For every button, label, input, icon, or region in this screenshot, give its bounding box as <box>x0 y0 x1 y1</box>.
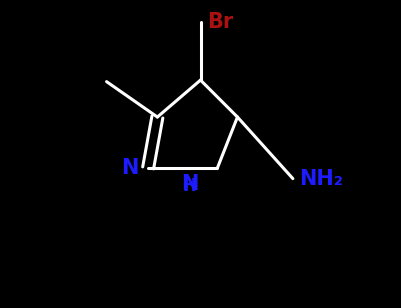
Text: N: N <box>181 174 198 194</box>
Text: H: H <box>183 177 196 195</box>
Text: N: N <box>122 158 139 178</box>
Text: NH₂: NH₂ <box>299 169 343 188</box>
Text: Br: Br <box>207 12 233 31</box>
